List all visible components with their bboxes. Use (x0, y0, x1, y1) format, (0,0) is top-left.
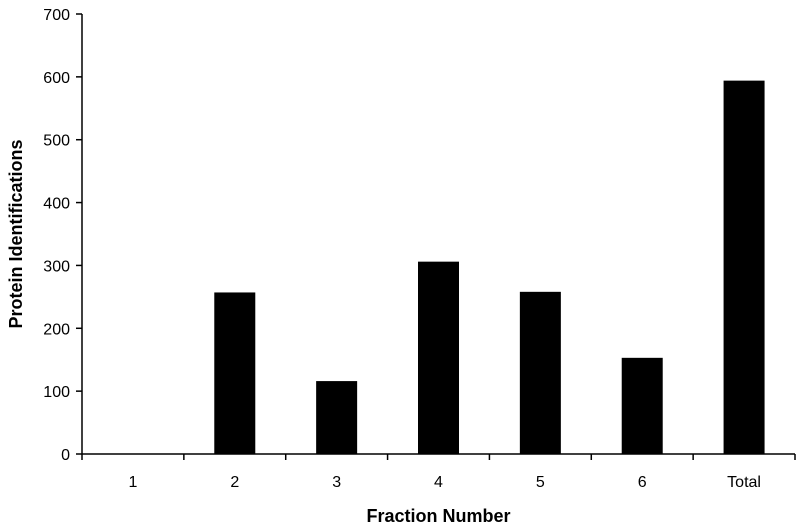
y-tick-label: 600 (43, 70, 70, 87)
y-tick-label: 200 (43, 321, 70, 338)
bar-total (723, 80, 765, 454)
x-tick-label: 3 (332, 474, 341, 491)
bar-6 (621, 357, 663, 454)
bar-5 (519, 291, 561, 454)
x-axis-title: Fraction Number (366, 506, 510, 526)
y-axis: 0 100 200 300 400 500 600 700 (43, 7, 83, 464)
x-tick-label: 1 (128, 474, 137, 491)
bars (214, 80, 765, 454)
x-tick-label: 2 (230, 474, 239, 491)
y-tick-label: 300 (43, 258, 70, 275)
x-tick-label: 5 (536, 474, 545, 491)
y-axis-title: Protein Identifications (6, 139, 26, 328)
y-tick-label: 100 (43, 384, 70, 401)
y-tick-label: 0 (61, 447, 70, 464)
x-axis: 1 2 3 4 5 6 Total (81, 453, 796, 491)
bar-3 (316, 381, 358, 454)
y-tick-label: 500 (43, 133, 70, 150)
y-tick-label: 700 (43, 7, 70, 24)
y-tick-label: 400 (43, 196, 70, 213)
bar-2 (214, 292, 256, 454)
x-tick-label: 4 (434, 474, 443, 491)
x-tick-label: Total (727, 474, 761, 491)
x-tick-label: 6 (638, 474, 647, 491)
bar-4 (418, 261, 459, 454)
